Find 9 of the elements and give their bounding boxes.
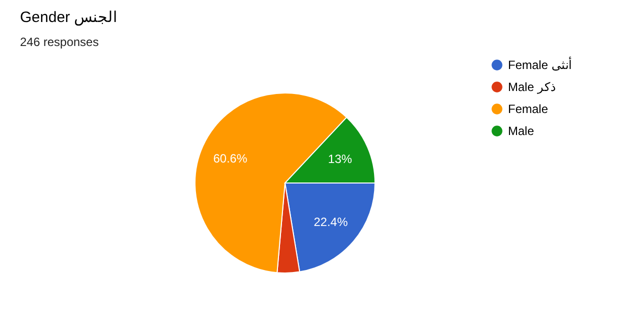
text: 246 responses xyxy=(20,35,99,49)
legend-label: Male ذكر xyxy=(508,80,556,94)
data-label: 60.6% xyxy=(213,151,248,166)
data-label: 13% xyxy=(328,152,352,166)
legend-label: Female xyxy=(508,102,548,116)
text: Gender الجنس xyxy=(20,9,118,26)
legend-label: Female أنثى xyxy=(508,57,572,72)
data-label: 22.4% xyxy=(314,214,348,229)
legend-label: Male xyxy=(508,124,534,138)
